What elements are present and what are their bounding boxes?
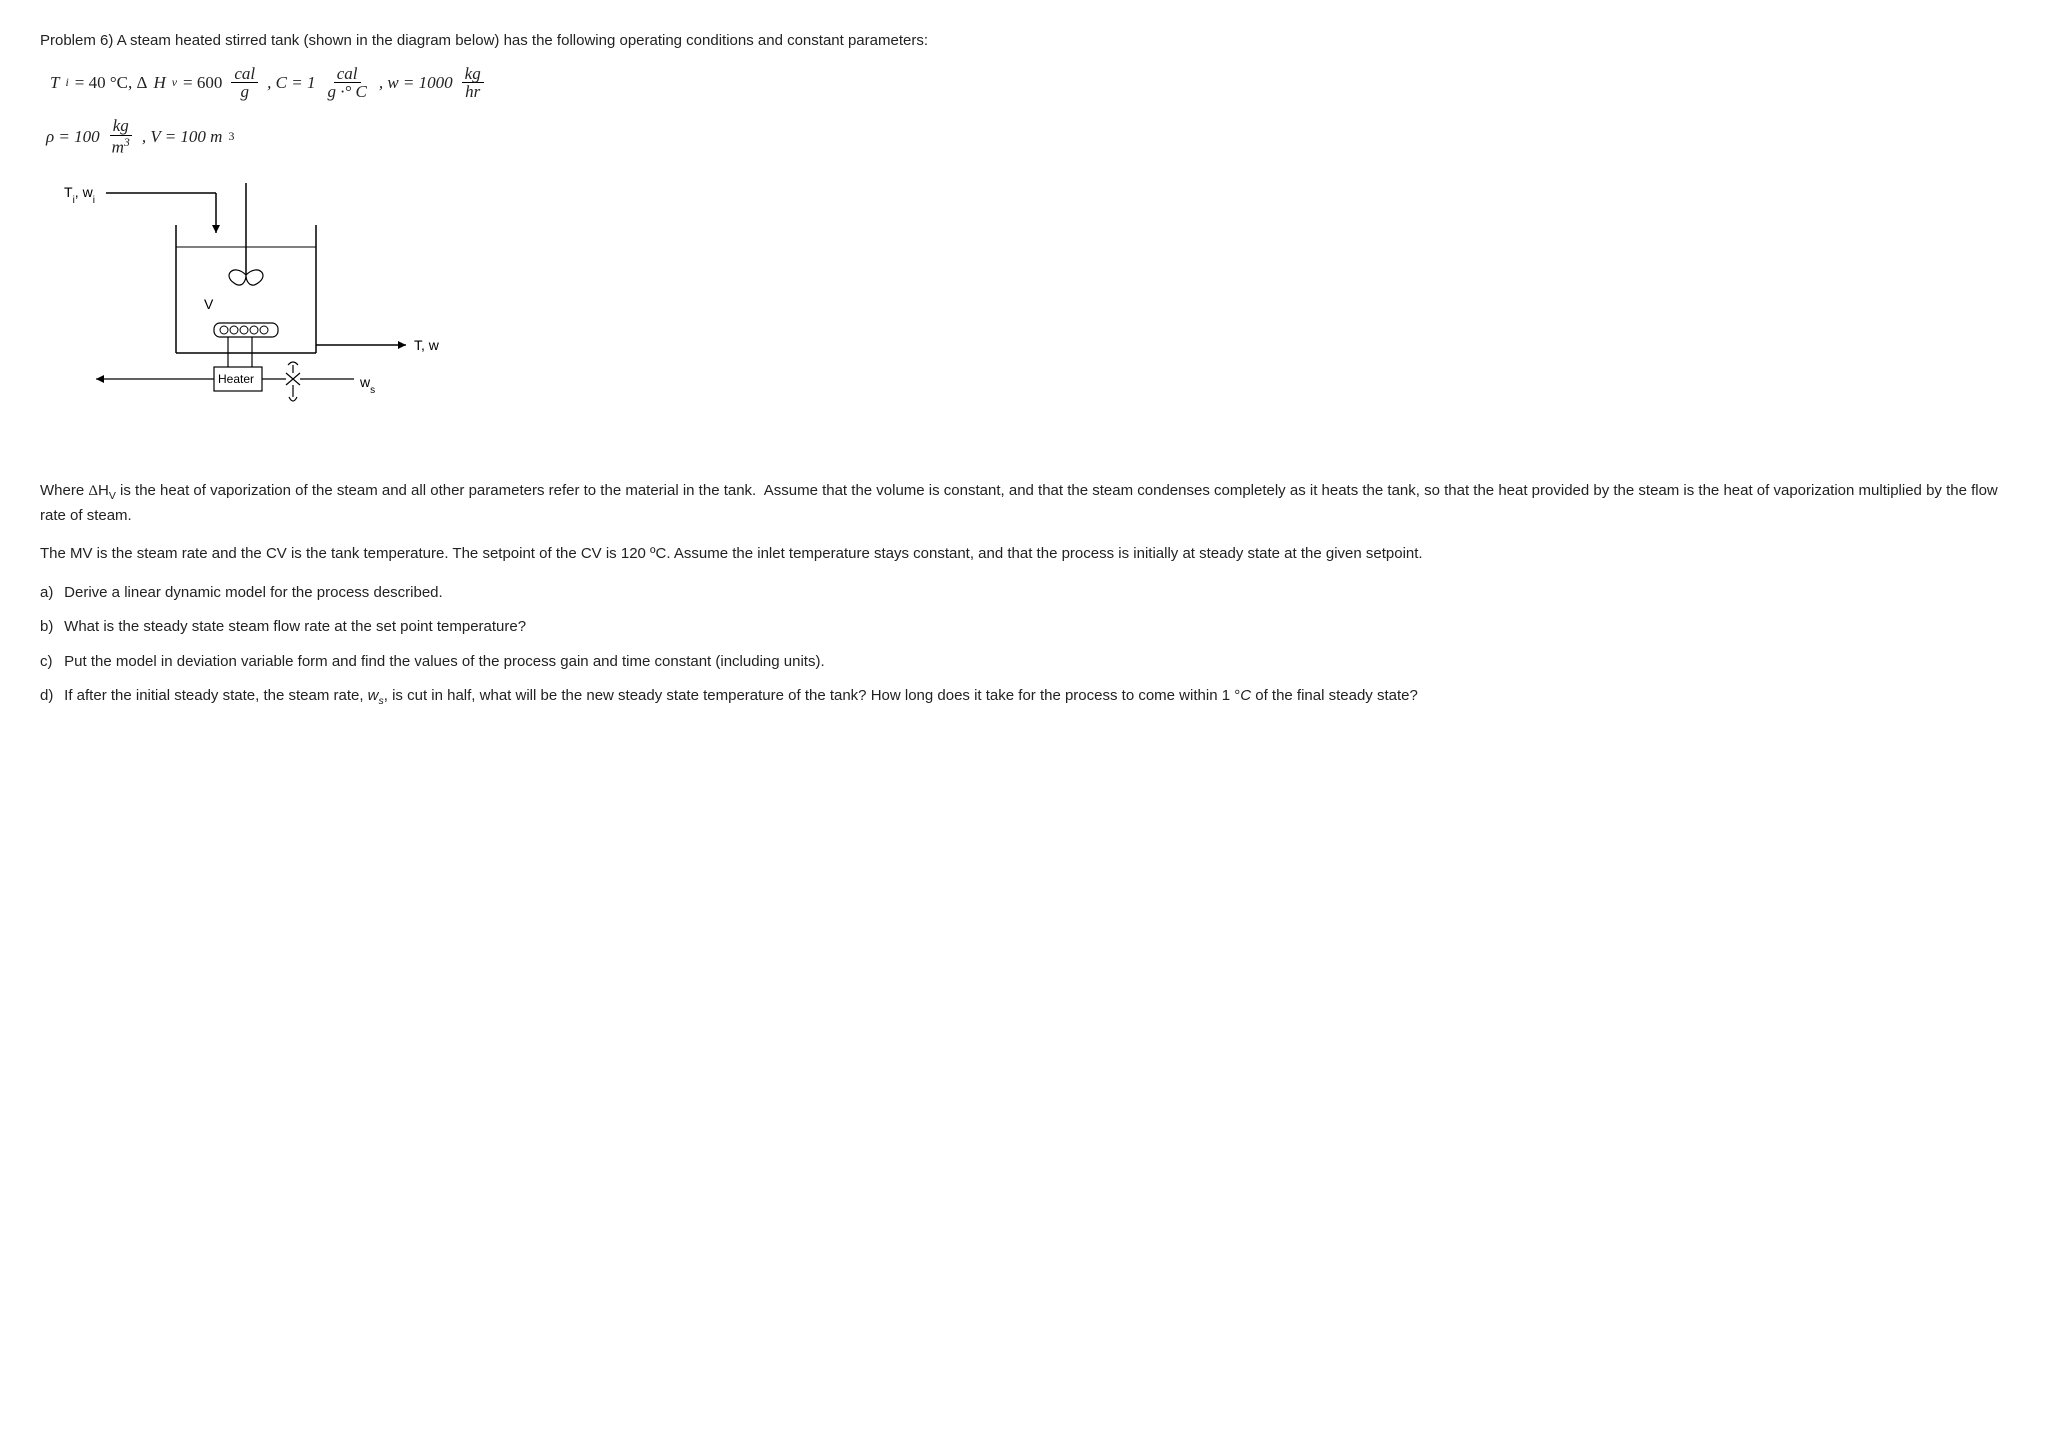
w-unit: kg hr — [462, 65, 484, 102]
outlet-arrowhead — [398, 341, 406, 349]
valve-handwheel — [288, 362, 298, 365]
problem-title: Problem 6) A steam heated stirred tank (… — [40, 30, 2006, 53]
part-a-text: Derive a linear dynamic model for the pr… — [64, 584, 443, 601]
part-d-text-3: of the final steady state? — [1251, 687, 1418, 704]
rho-unit-num: kg — [110, 117, 132, 136]
dhv-value: = 600 — [183, 70, 222, 96]
part-a: a) Derive a linear dynamic model for the… — [40, 582, 2006, 605]
outlet-label: T, w — [414, 337, 440, 353]
heater-label: Heater — [218, 372, 254, 386]
valve-icon — [286, 373, 300, 385]
impeller-right — [246, 269, 263, 284]
part-b: b) What is the steady state steam flow r… — [40, 616, 2006, 639]
dhv-h: H — [153, 70, 165, 96]
part-d-c: C — [1240, 687, 1251, 704]
explain-paragraph-1: Where ΔHV is the heat of vaporization of… — [40, 480, 2006, 527]
c-unit-num: cal — [334, 65, 361, 84]
dhv-unit-num: cal — [231, 65, 258, 84]
rho-unit-den-sup: 3 — [124, 135, 130, 149]
explain-paragraph-2: The MV is the steam rate and the CV is t… — [40, 543, 2006, 566]
c-unit: cal g ·° C — [324, 65, 369, 102]
ti-symbol: T — [50, 70, 59, 96]
steam-label: ws — [359, 374, 375, 396]
condensate-arrowhead — [96, 375, 104, 383]
parameters-row-2: ρ = 100 kg m3 , V = 100 m3 — [46, 117, 2006, 156]
c-label: , C = 1 — [267, 70, 315, 96]
ti-value: = 40 °C, Δ — [75, 70, 148, 96]
w-label: , w = 1000 — [379, 70, 453, 96]
inlet-label: Ti, wi — [64, 184, 95, 206]
dhv-unit-den: g — [238, 83, 253, 101]
tank-svg: Ti, wi V T, w Heater ws — [56, 175, 476, 455]
part-b-text: What is the steady state steam flow rate… — [64, 618, 526, 635]
rho-label: ρ = 100 — [46, 124, 100, 150]
dhv-sub: v — [172, 74, 177, 92]
parameters-row-1: Ti = 40 °C, ΔHv = 600 cal g , C = 1 cal … — [50, 65, 2006, 102]
rho-unit: kg m3 — [109, 117, 133, 156]
valve-drain-cup — [289, 397, 297, 401]
c-unit-den: g ·° C — [324, 83, 369, 101]
ti-sub: i — [65, 74, 68, 92]
part-d-text-1: If after the initial steady state, the s… — [64, 687, 368, 704]
part-d-text-2: , is cut in half, what will be the new s… — [384, 687, 1240, 704]
inlet-arrowhead — [212, 225, 220, 233]
part-d: d) If after the initial steady state, th… — [40, 685, 2006, 710]
dhv-unit: cal g — [231, 65, 258, 102]
impeller-left — [229, 269, 246, 284]
part-d-ws: w — [368, 687, 379, 704]
volume-label: V — [204, 296, 214, 312]
rho-unit-den: m3 — [109, 136, 133, 157]
tank-diagram: Ti, wi V T, w Heater ws — [56, 175, 2006, 463]
w-unit-den: hr — [462, 83, 483, 101]
rho-unit-den-base: m — [112, 138, 124, 157]
part-c-text: Put the model in deviation variable form… — [64, 653, 824, 670]
heater-coils — [220, 326, 268, 334]
v-label: , V = 100 m — [142, 124, 223, 150]
w-unit-num: kg — [462, 65, 484, 84]
v-sup: 3 — [228, 128, 234, 146]
part-c: c) Put the model in deviation variable f… — [40, 651, 2006, 674]
